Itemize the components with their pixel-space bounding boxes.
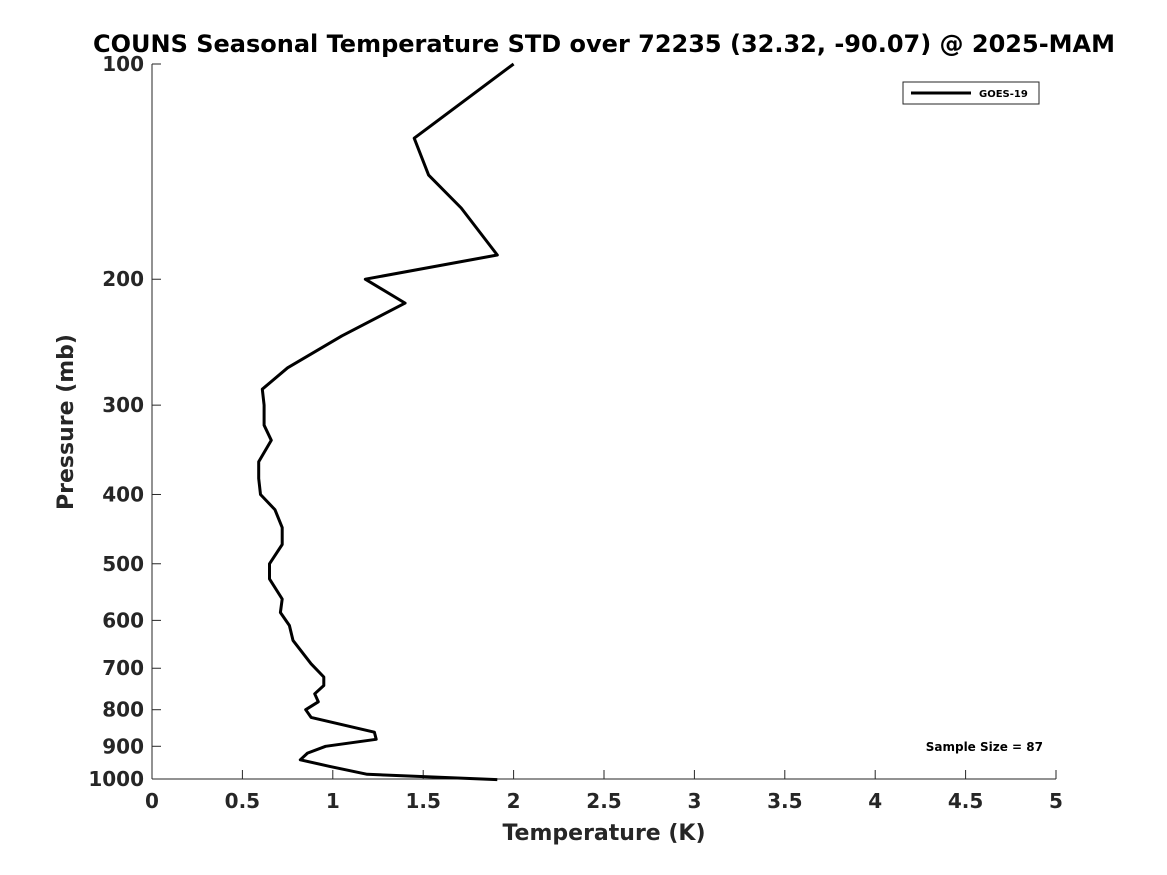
x-tick-label: 2 [507,789,521,813]
y-tick-label: 400 [102,482,144,506]
x-tick-label: 0.5 [225,789,260,813]
series-line-goes-19 [257,62,515,782]
y-tick-label: 500 [102,552,144,576]
y-tick-label: 600 [102,608,144,632]
sample-size-annotation: Sample Size = 87 [926,740,1043,754]
x-axis-label: Temperature (K) [502,821,705,846]
y-tick-label: 800 [102,698,144,722]
plot-area: 0 0.5 1 1.5 2 2.5 3 3.5 4 4.5 5 100 200 300 400 500 600… [88,52,1063,813]
x-tick-label: 0 [145,789,159,813]
x-tick-label: 2.5 [586,789,621,813]
x-tick-label: 5 [1049,789,1063,813]
x-tick-label: 4 [868,789,882,813]
x-tick-label: 3 [687,789,701,813]
chart-title: COUNS Seasonal Temperature STD over 7223… [93,30,1115,58]
x-tick-label: 4.5 [948,789,983,813]
legend: GOES-19 [902,81,1040,105]
y-tick-label: 300 [102,393,144,417]
y-tick-label: 700 [102,656,144,680]
x-tick-label: 1 [326,789,340,813]
y-tick-label: 900 [102,734,144,758]
y-tick-label: 100 [102,52,144,76]
y-tick-label: 1000 [88,767,144,791]
y-tick-label: 200 [102,267,144,291]
x-ticks: 0 0.5 1 1.5 2 2.5 3 3.5 4 4.5 5 [145,770,1063,813]
x-tick-label: 1.5 [405,789,440,813]
legend-label-goes-19: GOES-19 [979,89,1028,100]
x-tick-label: 3.5 [767,789,802,813]
y-ticks: 100 200 300 400 500 600 700 800 900 1000 [88,52,161,791]
y-axis-label: Pressure (mb) [54,334,79,510]
